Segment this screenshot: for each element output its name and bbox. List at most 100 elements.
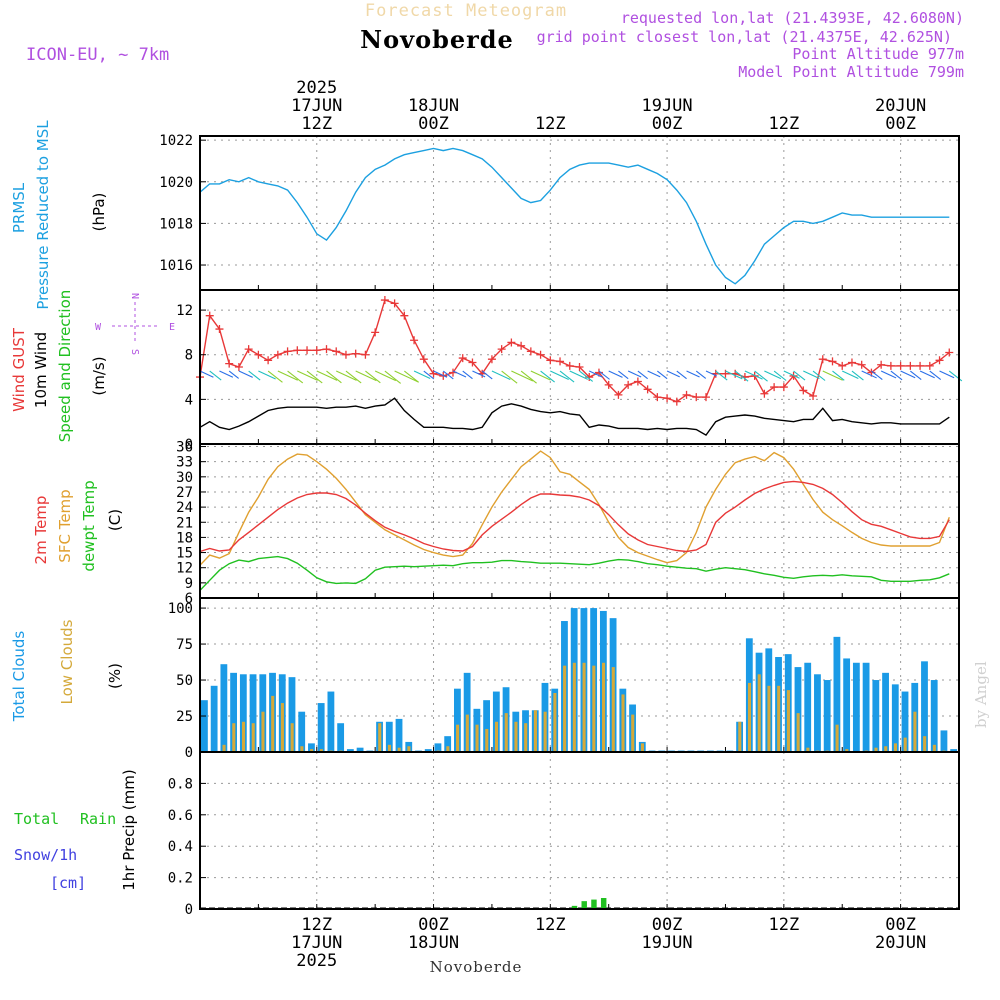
low-cloud-bar <box>903 737 907 752</box>
wind-direction-arrow <box>589 370 603 378</box>
low-cloud-bar <box>543 711 547 752</box>
wind-gust-point <box>906 361 915 370</box>
watermark: by Angel <box>972 661 990 728</box>
precip-axis-label: 1hr Precip (mm) <box>120 769 138 890</box>
low-cloud-bar <box>222 744 226 752</box>
wind-direction-arrow <box>647 370 661 378</box>
compass-east: E <box>169 322 175 333</box>
y-tick-label: 15 <box>176 546 193 562</box>
total-cloud-bar <box>337 723 345 752</box>
wind-gust-point <box>779 383 788 392</box>
total-cloud-bar <box>308 743 315 752</box>
location-title: Novoberde <box>360 25 514 54</box>
wind-direction-arrow <box>501 370 518 384</box>
low-cloud-bar <box>932 744 936 752</box>
total-cloud-bar <box>901 691 909 752</box>
wind-gust-point <box>886 361 895 370</box>
rain-bar <box>581 901 587 909</box>
bottom-time-label: 00Z <box>418 915 449 935</box>
wind-direction-arrow <box>812 370 826 381</box>
footer-location: Novoberde <box>430 958 523 976</box>
low-cloud-bar <box>485 728 489 752</box>
y-tick-label: 24 <box>176 500 193 516</box>
low-cloud-bar <box>913 711 917 752</box>
total-cloud-bar <box>950 749 958 752</box>
total-cloud-bar <box>239 674 247 752</box>
total-cloud-bar <box>882 672 889 752</box>
bottom-time-label: 00Z <box>652 915 683 935</box>
total-cloud-bar <box>940 730 948 752</box>
total-cloud-bar <box>220 664 228 752</box>
wind-direction-arrow <box>754 370 768 382</box>
wind-gust-point <box>624 380 633 389</box>
total-cloud-bar <box>804 662 812 752</box>
wind-gust-point <box>633 377 642 386</box>
low-cloud-bar <box>271 695 275 752</box>
wind-gust-point <box>244 345 253 354</box>
wind-gust-point <box>536 350 545 359</box>
wind-direction-arrow <box>657 370 668 380</box>
prmsl-label: PRMSL <box>10 182 28 233</box>
wind-direction-arrow <box>258 370 276 380</box>
low-cloud-bar <box>777 685 781 752</box>
total-cloud-bar <box>833 636 841 752</box>
wind-direction-arrow <box>511 370 534 382</box>
axis-layer: 1016101810201022048126912151821242730333… <box>159 78 926 971</box>
low-cloud-bar <box>796 713 800 752</box>
wind-direction-arrow <box>618 370 629 380</box>
low-cloud-bar <box>261 711 265 752</box>
y-tick-label: 0.8 <box>168 776 193 792</box>
wind-direction-arrow <box>287 370 304 384</box>
wind-direction-arrow <box>744 370 763 380</box>
low-cloud-bar <box>310 749 314 752</box>
y-tick-label: 0 <box>185 745 193 761</box>
wind-direction-arrow <box>472 370 486 378</box>
wind-direction-arrow <box>803 370 820 379</box>
wind-direction-arrow <box>520 370 537 384</box>
y-tick-label: 33 <box>176 455 193 471</box>
wind-direction-arrow <box>569 370 589 380</box>
wind-gust-point <box>380 296 389 305</box>
total-cloud-bar <box>395 718 403 752</box>
compass-rose: N S W E <box>95 293 175 355</box>
top-time-label: 00Z <box>652 114 683 134</box>
wind-gust-point <box>322 345 331 354</box>
total-cloud-bar <box>891 684 899 752</box>
wind-gust-point <box>361 350 370 359</box>
low-cloud-bar <box>738 721 742 752</box>
low-cloud-bar <box>592 665 596 752</box>
y-tick-label: 1022 <box>159 133 193 149</box>
wind-direction-arrow <box>705 370 717 377</box>
gridpoint-coords: grid point closest lon,lat (21.4375E, 42… <box>537 28 952 46</box>
wind-gust-point <box>643 385 652 394</box>
low-cloud-bar <box>407 746 411 752</box>
total-cloud-bar <box>852 662 860 752</box>
low-cloud-bar <box>446 746 450 752</box>
pressure-msl-label: Pressure Reduced to MSL <box>34 120 52 310</box>
wind-gust-point <box>556 357 565 366</box>
wind-direction-arrow <box>228 370 239 379</box>
low-cloud-bar <box>504 713 508 752</box>
low-cloud-bar <box>397 747 401 752</box>
wind-dir-label: Speed and Direction <box>56 290 74 443</box>
compass-west: W <box>95 322 102 333</box>
bottom-time-label: 17JUN <box>291 933 342 953</box>
wind-direction-arrow <box>910 370 922 381</box>
low-cloud-bar <box>835 724 839 752</box>
wind-direction-arrow <box>871 370 883 381</box>
wind-gust-point <box>565 361 574 370</box>
compass-south: S <box>129 349 140 355</box>
cloud-unit: (%) <box>106 663 124 689</box>
wind-direction-arrow <box>452 370 467 378</box>
wind-gust-point <box>254 350 263 359</box>
wind-direction-arrow <box>832 370 845 381</box>
wind-gust-point <box>575 363 584 371</box>
total-cloud-bar <box>463 672 471 752</box>
y-tick-label: 75 <box>176 637 193 653</box>
total-cloud-bar <box>327 691 335 752</box>
wind-gust-point <box>925 361 934 370</box>
low-cloud-bar <box>611 667 615 752</box>
wind-gust-point <box>400 311 409 320</box>
wind-gust-point <box>273 350 282 359</box>
low-cloud-bar <box>874 747 878 752</box>
